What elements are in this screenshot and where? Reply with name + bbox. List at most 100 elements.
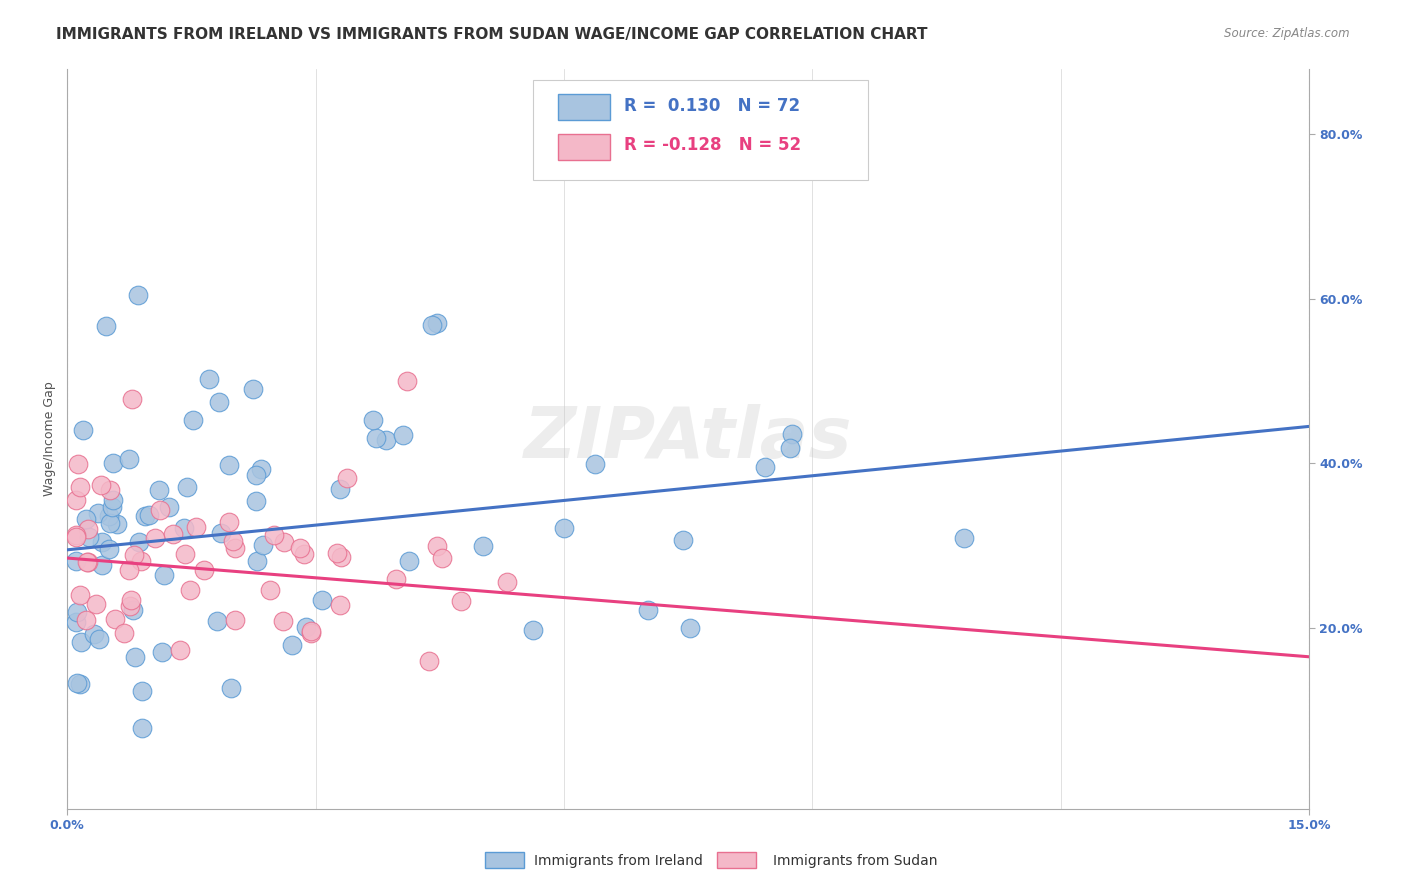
Point bbox=[76, 555, 98, 569]
Point bbox=[72, 423, 94, 437]
Point bbox=[121, 392, 143, 406]
Point bbox=[103, 456, 125, 470]
Point bbox=[101, 493, 124, 508]
Point bbox=[129, 554, 152, 568]
Point bbox=[263, 528, 285, 542]
Point bbox=[218, 458, 240, 472]
Point bbox=[385, 572, 408, 586]
Point bbox=[197, 371, 219, 385]
Point bbox=[112, 626, 135, 640]
Text: IMMIGRANTS FROM IRELAND VS IMMIGRANTS FROM SUDAN WAGE/INCOME GAP CORRELATION CHA: IMMIGRANTS FROM IRELAND VS IMMIGRANTS FR… bbox=[56, 27, 928, 42]
Point bbox=[450, 594, 472, 608]
Point bbox=[128, 535, 150, 549]
Point bbox=[65, 492, 87, 507]
Point bbox=[69, 588, 91, 602]
Point bbox=[148, 483, 170, 497]
Text: Source: ZipAtlas.com: Source: ZipAtlas.com bbox=[1225, 27, 1350, 40]
Point bbox=[149, 503, 172, 517]
Point bbox=[553, 521, 575, 535]
Point bbox=[91, 534, 114, 549]
Point bbox=[219, 681, 242, 695]
Point bbox=[70, 635, 93, 649]
Point bbox=[173, 521, 195, 535]
Point bbox=[124, 649, 146, 664]
Point bbox=[65, 530, 87, 544]
Point bbox=[118, 563, 141, 577]
Point bbox=[522, 623, 544, 637]
Point bbox=[426, 316, 449, 330]
Point bbox=[104, 612, 127, 626]
Point bbox=[131, 721, 153, 735]
Point bbox=[224, 613, 246, 627]
Point bbox=[426, 539, 449, 553]
Point bbox=[169, 642, 191, 657]
Point bbox=[311, 592, 333, 607]
Point bbox=[430, 550, 453, 565]
Point bbox=[94, 318, 117, 333]
Point bbox=[69, 480, 91, 494]
Point bbox=[218, 515, 240, 529]
Point bbox=[299, 624, 322, 638]
Point bbox=[245, 494, 267, 508]
Point bbox=[294, 620, 316, 634]
Point bbox=[150, 645, 173, 659]
Point bbox=[273, 535, 295, 549]
Point bbox=[418, 654, 440, 668]
Point bbox=[76, 522, 98, 536]
Point bbox=[176, 480, 198, 494]
Point bbox=[67, 457, 90, 471]
Point bbox=[122, 548, 145, 562]
Point bbox=[118, 452, 141, 467]
Point bbox=[953, 531, 976, 545]
Point bbox=[98, 516, 121, 531]
Point bbox=[209, 526, 232, 541]
Point bbox=[65, 527, 87, 541]
Point bbox=[98, 541, 121, 556]
Point bbox=[329, 598, 352, 612]
Text: Immigrants from Ireland: Immigrants from Ireland bbox=[534, 854, 703, 868]
Point bbox=[472, 539, 495, 553]
Point bbox=[754, 459, 776, 474]
Point bbox=[193, 563, 215, 577]
Point bbox=[259, 583, 281, 598]
Point bbox=[205, 614, 228, 628]
Point bbox=[75, 512, 97, 526]
Text: R =  0.130   N = 72: R = 0.130 N = 72 bbox=[623, 96, 800, 114]
Text: Immigrants from Sudan: Immigrants from Sudan bbox=[773, 854, 938, 868]
Point bbox=[637, 603, 659, 617]
Text: R = -0.128   N = 52: R = -0.128 N = 52 bbox=[623, 136, 800, 153]
Point bbox=[127, 288, 149, 302]
Point bbox=[292, 547, 315, 561]
Point bbox=[398, 554, 420, 568]
Point bbox=[782, 426, 804, 441]
Point bbox=[97, 509, 120, 524]
Point bbox=[179, 582, 201, 597]
Point bbox=[222, 533, 245, 548]
Point bbox=[66, 676, 89, 690]
Point bbox=[90, 478, 112, 492]
Point bbox=[246, 554, 269, 568]
Point bbox=[281, 638, 304, 652]
Point bbox=[336, 471, 359, 485]
Point bbox=[245, 468, 267, 483]
Bar bbox=[717, 852, 756, 868]
Point bbox=[273, 615, 295, 629]
Point bbox=[495, 574, 517, 589]
Point bbox=[87, 632, 110, 646]
Point bbox=[121, 603, 143, 617]
Point bbox=[208, 394, 231, 409]
Bar bbox=[485, 852, 524, 868]
Point bbox=[87, 506, 110, 520]
Point bbox=[157, 500, 180, 514]
Point bbox=[118, 599, 141, 613]
Text: ZIPAtlas: ZIPAtlas bbox=[524, 404, 852, 474]
FancyBboxPatch shape bbox=[558, 134, 610, 160]
Point bbox=[395, 374, 418, 388]
Point bbox=[242, 382, 264, 396]
Point bbox=[329, 483, 352, 497]
Point bbox=[329, 549, 352, 564]
Point bbox=[290, 541, 312, 556]
Point bbox=[391, 427, 413, 442]
Point bbox=[91, 558, 114, 573]
Point bbox=[326, 546, 349, 560]
